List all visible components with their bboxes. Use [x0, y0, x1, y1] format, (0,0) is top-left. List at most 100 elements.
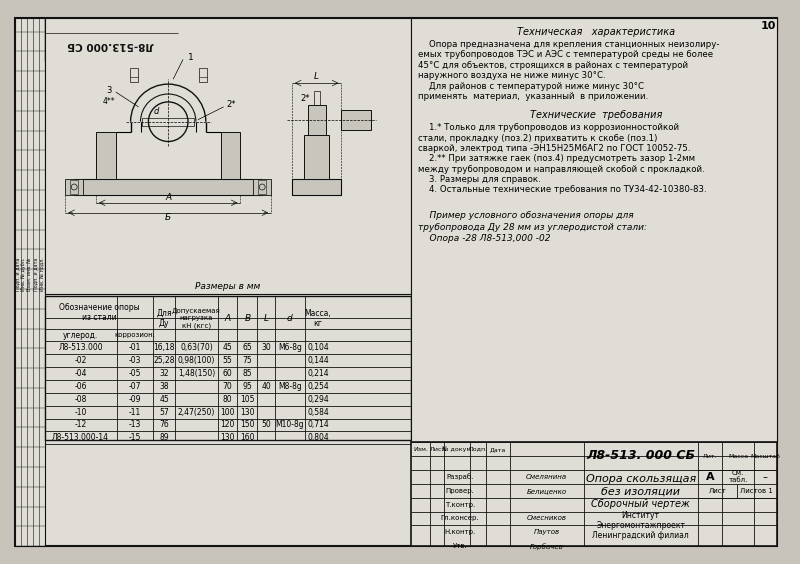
- Bar: [762, 18, 777, 33]
- Text: Масса: Масса: [728, 453, 748, 459]
- Text: 0,714: 0,714: [307, 421, 329, 429]
- Bar: [199, 68, 206, 82]
- Text: -01: -01: [129, 343, 142, 352]
- Bar: [70, 180, 78, 194]
- Text: 1,48(150): 1,48(150): [178, 369, 215, 378]
- Text: 89: 89: [159, 433, 169, 442]
- Bar: [74, 179, 262, 195]
- Text: 0,214: 0,214: [307, 369, 329, 378]
- Bar: [221, 131, 241, 179]
- Text: 45°С для объектов, строящихся в районах с температурой: 45°С для объектов, строящихся в районах …: [418, 61, 688, 70]
- Bar: [45, 18, 178, 61]
- Text: трубопровода Ду 28 мм из углеродистой стали:: трубопровода Ду 28 мм из углеродистой ст…: [418, 223, 646, 232]
- Text: 130: 130: [240, 408, 254, 417]
- Text: Л8-513. 000 СБ: Л8-513. 000 СБ: [586, 448, 695, 462]
- Text: 3. Размеры для справок.: 3. Размеры для справок.: [418, 175, 540, 184]
- Text: Опора предназначена для крепления станционных неизолиру-: Опора предназначена для крепления станци…: [418, 40, 719, 49]
- Text: B: B: [244, 314, 250, 323]
- Bar: [15, 18, 45, 546]
- Bar: [142, 118, 194, 126]
- Text: коррозион.: коррозион.: [114, 332, 155, 338]
- Text: Пример условного обозначения опоры для: Пример условного обозначения опоры для: [418, 211, 633, 220]
- Text: Белиценко: Белиценко: [526, 488, 566, 494]
- Bar: [292, 179, 342, 195]
- Text: 95: 95: [242, 382, 252, 391]
- Text: 0,144: 0,144: [307, 356, 329, 365]
- Text: Допускаемая
нагрузка
кН (кгс): Допускаемая нагрузка кН (кгс): [172, 309, 221, 329]
- Text: 45: 45: [159, 395, 169, 404]
- Text: Листов 1: Листов 1: [741, 488, 774, 494]
- Text: применять  материал,  указанный  в приложении.: применять материал, указанный в приложен…: [418, 92, 648, 101]
- Text: сваркой, электрод типа -ЭН15Н25М6АГ2 по ГОСТ 10052-75.: сваркой, электрод типа -ЭН15Н25М6АГ2 по …: [418, 144, 690, 153]
- Bar: [66, 179, 83, 195]
- Bar: [258, 180, 266, 194]
- Text: -03: -03: [129, 356, 142, 365]
- Text: Для
Ду: Для Ду: [157, 309, 172, 328]
- Text: Институт: Институт: [622, 511, 660, 520]
- Bar: [254, 179, 271, 195]
- Text: 60: 60: [222, 369, 233, 378]
- Text: 2*: 2*: [226, 100, 236, 109]
- Bar: [45, 296, 410, 440]
- Text: -05: -05: [129, 369, 142, 378]
- Text: Для районов с температурой ниже минус 30°С: Для районов с температурой ниже минус 30…: [418, 82, 643, 91]
- Text: Провер.: Провер.: [446, 488, 474, 494]
- Text: 4**: 4**: [102, 98, 115, 107]
- Text: Инв. № дубл.: Инв. № дубл.: [22, 257, 26, 291]
- Text: 32: 32: [159, 369, 169, 378]
- Bar: [308, 105, 326, 135]
- Text: Разраб.: Разраб.: [446, 474, 474, 481]
- Text: 85: 85: [242, 369, 252, 378]
- Text: Технические  требования: Технические требования: [530, 110, 662, 120]
- Text: 25,28: 25,28: [154, 356, 175, 365]
- Text: 100: 100: [220, 408, 235, 417]
- Text: Б: Б: [165, 213, 171, 222]
- Bar: [130, 68, 138, 82]
- Text: Л8-513.000: Л8-513.000: [58, 343, 103, 352]
- Text: 38: 38: [159, 382, 169, 391]
- Text: -08: -08: [74, 395, 87, 404]
- Text: -13: -13: [129, 421, 142, 429]
- Text: Подп. и дата: Подп. и дата: [33, 257, 38, 291]
- Text: -02: -02: [74, 356, 87, 365]
- Text: 1: 1: [188, 53, 194, 62]
- Text: 120: 120: [220, 421, 234, 429]
- Text: стали, прокладку (поз.2) прихватить к скобе (поз.1): стали, прокладку (поз.2) прихватить к ск…: [418, 134, 657, 143]
- Text: 70: 70: [222, 382, 233, 391]
- Text: 0,63(70): 0,63(70): [180, 343, 213, 352]
- Text: Опора -28 Л8-513,000 -02: Опора -28 Л8-513,000 -02: [418, 235, 550, 244]
- Text: 80: 80: [222, 395, 232, 404]
- Text: Изм.: Изм.: [413, 447, 428, 452]
- Text: 50: 50: [262, 421, 271, 429]
- Text: А: А: [706, 472, 714, 482]
- Text: -06: -06: [74, 382, 87, 391]
- Text: -09: -09: [129, 395, 142, 404]
- Text: Дата: Дата: [490, 447, 506, 452]
- Text: d: d: [287, 314, 293, 323]
- Text: -07: -07: [129, 382, 142, 391]
- Text: 55: 55: [222, 356, 233, 365]
- Text: М10-8g: М10-8g: [275, 421, 304, 429]
- Text: Смелянина: Смелянина: [526, 474, 567, 480]
- Text: М6-8g: М6-8g: [278, 343, 302, 352]
- Text: Инв. № подл.: Инв. № подл.: [39, 257, 44, 291]
- Text: Подп. и дата: Подп. и дата: [15, 257, 20, 291]
- Text: -12: -12: [74, 421, 86, 429]
- Text: A: A: [165, 193, 171, 202]
- Text: 1.* Только для трубопроводов из коррозионностойкой: 1.* Только для трубопроводов из коррозио…: [418, 123, 678, 132]
- Text: Горбачев: Горбачев: [530, 543, 563, 549]
- Text: Паутов: Паутов: [534, 530, 560, 535]
- Bar: [314, 91, 319, 105]
- Text: Смесников: Смесников: [526, 515, 566, 522]
- Text: 16,18: 16,18: [154, 343, 175, 352]
- Text: L: L: [314, 72, 319, 81]
- Text: d: d: [154, 107, 159, 116]
- Bar: [304, 135, 330, 179]
- Text: 10: 10: [761, 21, 777, 30]
- Text: 0,804: 0,804: [307, 433, 329, 442]
- Text: 75: 75: [242, 356, 252, 365]
- Text: См.
табл.: См. табл.: [729, 470, 748, 483]
- Bar: [96, 131, 116, 179]
- Text: 65: 65: [242, 343, 252, 352]
- Text: Л8-513.000-14: Л8-513.000-14: [52, 433, 109, 442]
